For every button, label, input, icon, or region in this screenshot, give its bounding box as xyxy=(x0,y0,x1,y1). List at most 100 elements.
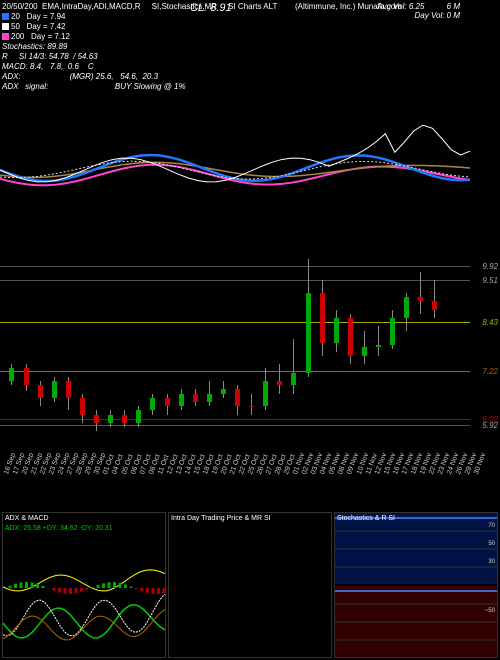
stoch-region xyxy=(335,513,497,584)
candle[interactable] xyxy=(122,255,127,465)
candle[interactable] xyxy=(150,255,155,465)
candle[interactable] xyxy=(38,255,43,465)
candle-body xyxy=(165,398,170,406)
candle-wick xyxy=(293,339,294,394)
legend-swatch xyxy=(2,33,9,40)
candle-wick xyxy=(251,394,252,415)
indicator-line: MACD: 8.4, 7.8, 0.6 C xyxy=(2,62,498,72)
candle-wick xyxy=(378,326,379,355)
candle-body xyxy=(9,368,14,381)
candle[interactable] xyxy=(362,255,367,465)
legend-text: 200 Day = 7.12 xyxy=(11,32,70,41)
legend-swatch xyxy=(2,23,9,30)
price-label: 5.92 xyxy=(482,421,498,430)
candle[interactable] xyxy=(390,255,395,465)
candle-body xyxy=(404,297,409,318)
stoch-title: Stochastics & R SI xyxy=(337,515,395,522)
candle[interactable] xyxy=(263,255,268,465)
candlestick-chart[interactable]: 16 Sep17 Sep20 Sep21 Sep22 Sep23 Sep24 S… xyxy=(0,255,500,465)
candle-body xyxy=(320,293,325,343)
avg-vol-value: 6.25 xyxy=(409,2,425,11)
candle[interactable] xyxy=(221,255,226,465)
stochastics-panel[interactable]: Stochastics & R SI 705030~50 xyxy=(334,512,498,658)
candle[interactable] xyxy=(193,255,198,465)
date-axis: 16 Sep17 Sep20 Sep21 Sep22 Sep23 Sep24 S… xyxy=(0,465,470,497)
rsi-level-label: ~50 xyxy=(485,608,495,614)
candle[interactable] xyxy=(320,255,325,465)
candle-body xyxy=(249,406,254,407)
legend-swatch xyxy=(2,13,9,20)
adx-svg xyxy=(3,513,166,658)
candle-body xyxy=(291,373,296,386)
candle[interactable] xyxy=(52,255,57,465)
ma-chart[interactable] xyxy=(0,110,500,230)
candle-body xyxy=(390,318,395,345)
candle[interactable] xyxy=(235,255,240,465)
indicator-line: ADX: (MGR) 25.6, 54.6, 20.3 xyxy=(2,72,498,82)
candle[interactable] xyxy=(432,255,437,465)
cl-value: 8.91 xyxy=(210,2,231,14)
cl-block: CL: 8.91 xyxy=(190,2,232,14)
candle[interactable] xyxy=(306,255,311,465)
candle[interactable] xyxy=(207,255,212,465)
candle[interactable] xyxy=(277,255,282,465)
candle-body xyxy=(432,301,437,309)
candle-body xyxy=(108,415,113,423)
adx-subtitle: ADX: 25.58 +DY: 34.62 -DY: 20.31 xyxy=(5,525,113,532)
candle[interactable] xyxy=(66,255,71,465)
candle-body xyxy=(221,389,226,393)
candle-body xyxy=(207,394,212,402)
candle-body xyxy=(376,345,381,347)
volume-info: Avg Vol: 6.25 6 M Day Vol: 0 M xyxy=(377,2,460,20)
candle-wick xyxy=(434,280,435,318)
price-label: 7.22 xyxy=(482,367,498,376)
candle-body xyxy=(24,368,29,385)
rsi-region xyxy=(335,586,497,657)
candle-body xyxy=(306,293,311,373)
legend-text: 50 Day = 7.42 xyxy=(11,22,65,31)
indicators-block: Stochastics: 89.89R SI 14/3: 54.78 / 54.… xyxy=(2,42,498,92)
candle[interactable] xyxy=(24,255,29,465)
indicator-panels: ADX & MACD ADX: 25.58 +DY: 34.62 -DY: 20… xyxy=(0,510,500,660)
candle-body xyxy=(80,398,85,415)
candle[interactable] xyxy=(376,255,381,465)
stoch-level-label: 50 xyxy=(488,541,495,547)
day-vol: Day Vol: 0 M xyxy=(377,11,460,20)
candle[interactable] xyxy=(179,255,184,465)
candle-wick xyxy=(279,364,280,393)
candle-body xyxy=(348,318,353,356)
ma-chart-svg xyxy=(0,110,500,230)
adx-title: ADX & MACD xyxy=(5,515,49,522)
price-label: 8.43 xyxy=(482,318,498,327)
candle[interactable] xyxy=(334,255,339,465)
adx-macd-panel[interactable]: ADX & MACD ADX: 25.58 +DY: 34.62 -DY: 20… xyxy=(2,512,166,658)
candle[interactable] xyxy=(94,255,99,465)
indicator-line: ADX signal: BUY Slowing @ 1% xyxy=(2,82,498,92)
candle-body xyxy=(263,381,268,406)
candle[interactable] xyxy=(291,255,296,465)
candle[interactable] xyxy=(404,255,409,465)
candle-body xyxy=(418,297,423,301)
candle-body xyxy=(136,410,141,423)
candle[interactable] xyxy=(9,255,14,465)
candle-body xyxy=(334,318,339,343)
candle[interactable] xyxy=(80,255,85,465)
stoch-svg xyxy=(335,513,498,585)
candle[interactable] xyxy=(165,255,170,465)
candle-body xyxy=(150,398,155,411)
stoch-level-label: 70 xyxy=(488,523,495,529)
ma-legend-item: 200 Day = 7.12 xyxy=(2,32,498,42)
candle[interactable] xyxy=(348,255,353,465)
avg-vol-label: Avg Vol: xyxy=(377,2,406,11)
intraday-panel[interactable]: Intra Day Trading Price & MR SI xyxy=(168,512,332,658)
ma-legend-item: 50 Day = 7.42 xyxy=(2,22,498,32)
legend-text: 20 Day = 7.94 xyxy=(11,12,65,21)
candle[interactable] xyxy=(136,255,141,465)
stoch-svg xyxy=(335,586,498,658)
candle-body xyxy=(179,394,184,407)
candle[interactable] xyxy=(108,255,113,465)
candle-wick xyxy=(420,272,421,314)
candle[interactable] xyxy=(249,255,254,465)
candle[interactable] xyxy=(418,255,423,465)
indicator-line: Stochastics: 89.89 xyxy=(2,42,498,52)
